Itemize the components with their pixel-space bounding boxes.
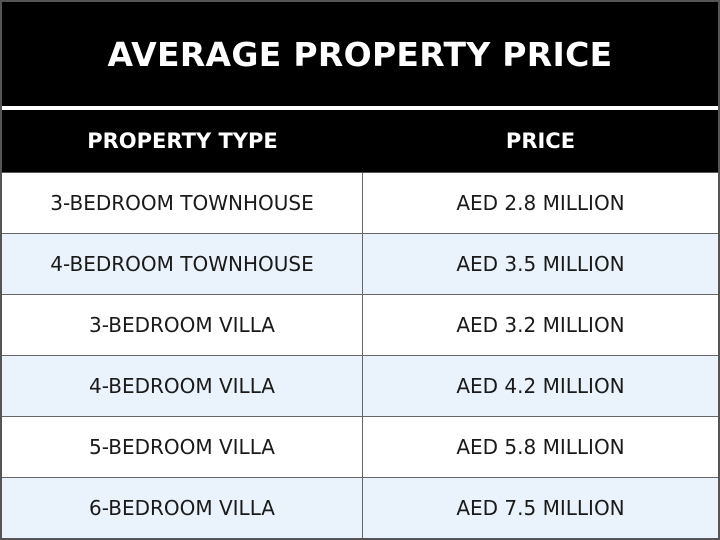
price-cell: AED 7.5 MILLION [456,496,625,520]
header-price: PRICE [505,129,576,153]
price-cell: AED 3.2 MILLION [456,313,625,337]
table-row: 4-BEDROOM TOWNHOUSE AED 3.5 MILLION [2,234,718,295]
property-type-cell: 4-BEDROOM VILLA [2,356,363,416]
price-cell: AED 2.8 MILLION [456,191,625,215]
table-row: 3-BEDROOM VILLA AED 3.2 MILLION [2,295,718,356]
table-title: AVERAGE PROPERTY PRICE [2,2,718,110]
table-header-row: PROPERTY TYPE PRICE [2,110,718,173]
table-row: 3-BEDROOM TOWNHOUSE AED 2.8 MILLION [2,173,718,234]
property-type-cell: 3-BEDROOM TOWNHOUSE [2,173,363,233]
header-property-type: PROPERTY TYPE [87,129,278,153]
property-type-cell: 5-BEDROOM VILLA [2,417,363,477]
table-row: 4-BEDROOM VILLA AED 4.2 MILLION [2,356,718,417]
price-cell: AED 4.2 MILLION [456,374,625,398]
property-type-cell: 3-BEDROOM VILLA [2,295,363,355]
price-cell: AED 3.5 MILLION [456,252,625,276]
property-type-cell: 6-BEDROOM VILLA [2,478,363,538]
property-type-cell: 4-BEDROOM TOWNHOUSE [2,234,363,294]
table-row: 6-BEDROOM VILLA AED 7.5 MILLION [2,478,718,538]
table-row: 5-BEDROOM VILLA AED 5.8 MILLION [2,417,718,478]
price-cell: AED 5.8 MILLION [456,435,625,459]
